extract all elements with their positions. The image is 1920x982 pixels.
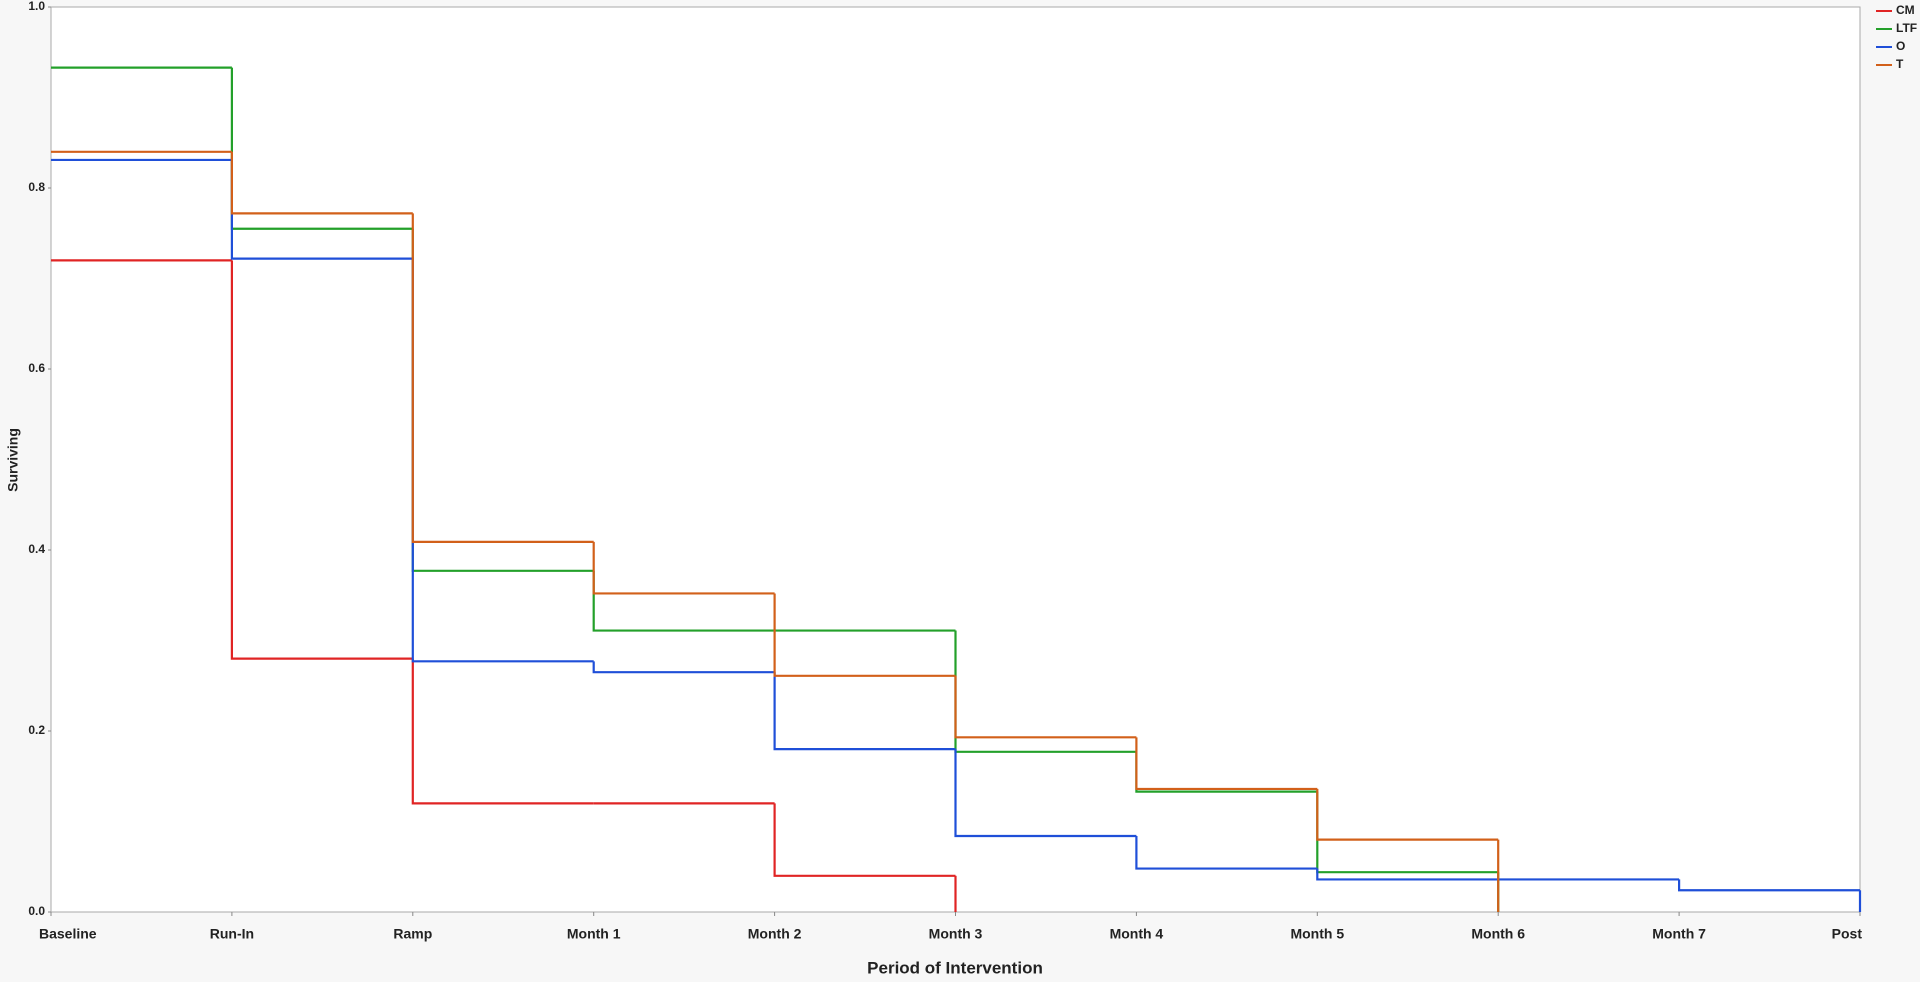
legend-label: LTF [1896, 21, 1917, 35]
step-line [411, 213, 594, 543]
x-tick-label: Ramp [393, 926, 432, 942]
x-tick-label: Month 6 [1471, 926, 1525, 942]
step-line [773, 803, 956, 877]
x-tick-label: Month 1 [567, 926, 621, 942]
step-line [411, 658, 594, 805]
step-line [1135, 737, 1318, 791]
y-tick-label: 0.4 [28, 542, 45, 556]
step-line [1135, 835, 1318, 870]
step-line [954, 675, 1137, 739]
y-tick-label: 0.0 [28, 904, 45, 918]
x-tick-label: Month 7 [1652, 926, 1706, 942]
y-tick-label: 0.2 [28, 723, 45, 737]
step-line [1316, 788, 1499, 841]
step-line [773, 672, 956, 751]
step-line [1678, 879, 1860, 892]
x-tick-label: Month 2 [748, 926, 802, 942]
step-line [773, 593, 956, 677]
x-tick-label: Run-In [210, 926, 254, 942]
x-tick-label: Month 5 [1290, 926, 1344, 942]
step-line [592, 661, 775, 674]
x-tick-label: Month 3 [929, 926, 983, 942]
x-axis-title: Period of Intervention [867, 958, 1043, 977]
x-tick-label: Month 4 [1110, 926, 1164, 942]
step-line [954, 749, 1137, 838]
legend-label: O [1896, 39, 1905, 53]
legend-label: CM [1896, 3, 1915, 17]
y-tick-label: 0.8 [28, 180, 45, 194]
x-tick-label: Baseline [39, 926, 97, 942]
y-tick-label: 0.6 [28, 361, 45, 375]
step-line [592, 541, 775, 595]
legend-label: T [1896, 57, 1904, 71]
step-line [230, 151, 413, 215]
step-line [230, 260, 413, 660]
x-tick-label: Post [1832, 926, 1863, 942]
y-tick-label: 1.0 [28, 0, 45, 13]
y-axis-title: Surviving [5, 428, 21, 492]
step-line [1316, 868, 1499, 881]
